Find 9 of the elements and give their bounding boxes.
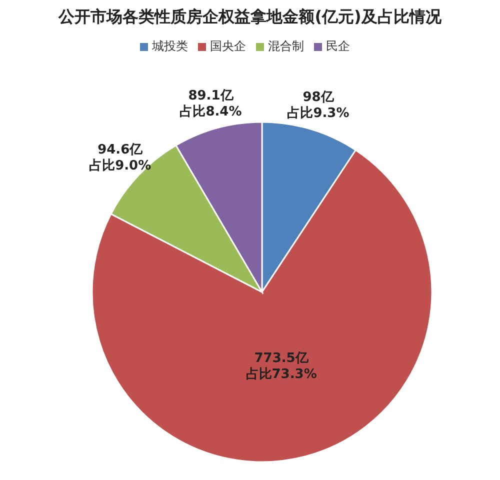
legend-label: 城投类 [152, 39, 188, 53]
legend-label: 国央企 [210, 39, 246, 53]
data-label: 89.1亿占比8.4% [180, 88, 242, 120]
legend-label: 混合制 [268, 39, 304, 53]
chart-title: 公开市场各类性质房企权益拿地金额(亿元)及占比情况 [57, 7, 442, 28]
legend-label: 民企 [326, 39, 350, 53]
data-label: 98亿占比9.3% [287, 90, 350, 121]
data-label: 94.6亿占比9.0% [89, 142, 152, 174]
data-label: 773.5亿占比73.3% [246, 351, 317, 382]
